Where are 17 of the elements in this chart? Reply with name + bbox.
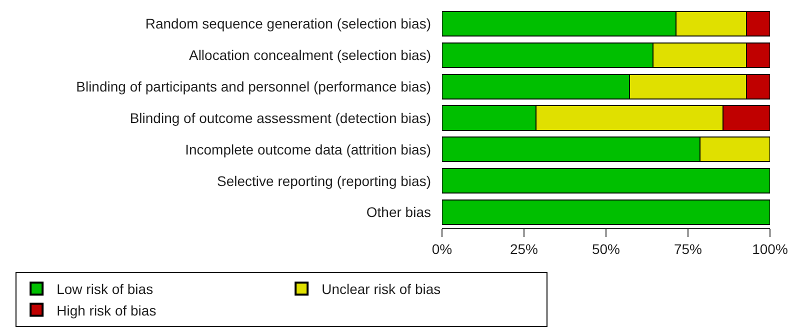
y-tick-label: Blinding of participants and personnel (performance bias) [76, 78, 431, 94]
y-tick-label: Selective reporting (reporting bias) [217, 172, 431, 189]
legend-label: Low risk of bias [56, 281, 154, 298]
y-tick-label: Other bias [366, 204, 431, 220]
x-tick-label: 75% [674, 240, 702, 257]
bar [442, 200, 770, 226]
bar [442, 168, 770, 194]
legend-label: Unclear risk of bias [322, 281, 441, 298]
y-tick-label: Allocation concealment (selection bias) [188, 47, 431, 64]
x-tick-label: 50% [592, 240, 620, 257]
y-tick-label: Blinding of outcome assessment (detection bias) [130, 110, 431, 126]
legend-label: High risk of bias [56, 302, 156, 318]
y-tick-label: Incomplete outcome data (attrition bias) [185, 141, 431, 158]
y-tick-label: Random sequence generation (selection bias) [145, 16, 431, 32]
x-tick-label: 25% [510, 240, 538, 257]
x-tick-label: 100% [752, 240, 788, 257]
x-tick-label: 0% [432, 240, 452, 257]
